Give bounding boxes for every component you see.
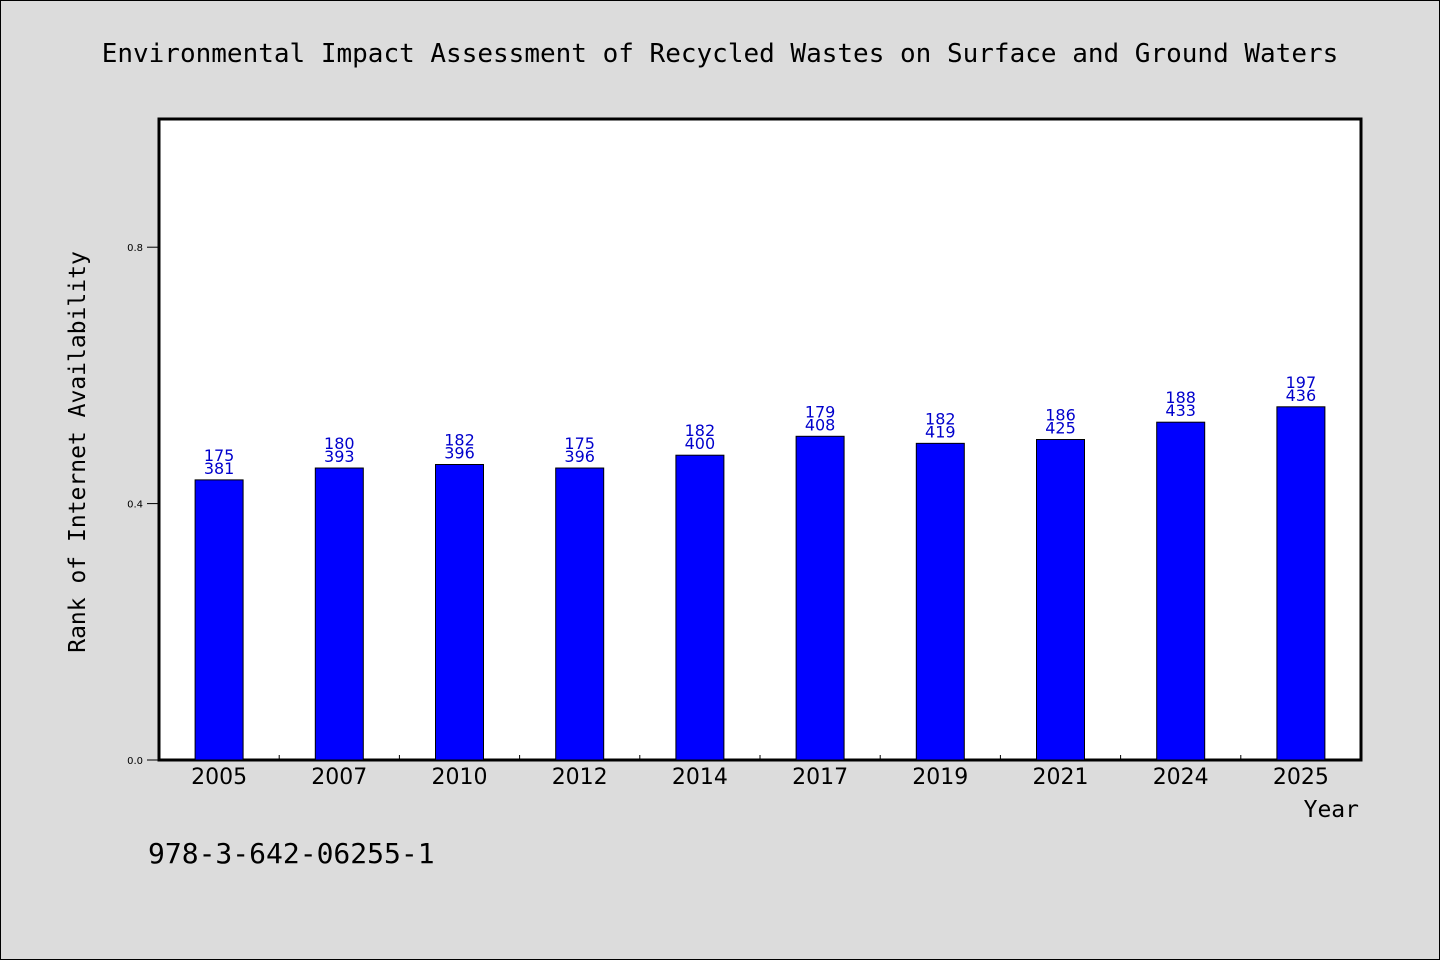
bar-label-bottom: 393 [324, 447, 355, 466]
x-tick-label: 2019 [912, 765, 968, 790]
bar-2012 [555, 467, 605, 761]
bars-group [194, 406, 1326, 761]
chart-title: Environmental Impact Assessment of Recyc… [102, 39, 1339, 69]
x-tick-label: 2017 [792, 765, 848, 790]
bar-label-top: 188 [1165, 388, 1196, 407]
bar-2005 [194, 479, 244, 761]
bar-2014 [675, 454, 725, 761]
bar-label-top: 197 [1286, 373, 1317, 392]
bar-label-bottom: 396 [444, 443, 475, 462]
bar-label-top: 175 [204, 446, 235, 465]
y-tick-label: 0.8 [127, 243, 143, 254]
x-tick-label: 2012 [552, 765, 608, 790]
y-tick-label: 0.0 [127, 756, 143, 767]
bar-label-top: 175 [564, 434, 595, 453]
bar-2025 [1276, 406, 1326, 761]
x-axis: 2005 2007 2010 2012 2014 2017 2019 2021 2024 2025 [191, 755, 1329, 790]
x-tick-label: 2007 [311, 765, 367, 790]
x-tick-label: 2005 [191, 765, 247, 790]
bar-2010 [435, 463, 484, 761]
x-tick-label: 2021 [1033, 765, 1089, 790]
bar-2019 [915, 442, 965, 761]
bar-label-top: 182 [925, 409, 956, 428]
y-tick-label: 0.4 [127, 500, 143, 511]
y-axis: 0.0 0.4 0.8 [127, 243, 159, 767]
bar-label-bottom: 400 [685, 434, 716, 453]
bar-label-bottom: 381 [204, 459, 235, 478]
bar-label-bottom: 425 [1045, 419, 1076, 438]
bar-2007 [314, 467, 364, 761]
x-tick-label: 2010 [432, 765, 488, 790]
bar-label-bottom: 433 [1165, 401, 1196, 420]
x-tick-label: 2014 [672, 765, 728, 790]
x-tick-label: 2025 [1273, 765, 1329, 790]
bar-2021 [1036, 439, 1085, 761]
bar-label-bottom: 419 [925, 422, 956, 441]
isbn-caption: 978-3-642-06255-1 [148, 837, 435, 870]
bar-label-top: 182 [444, 430, 475, 449]
x-axis-title: Year [1304, 797, 1359, 823]
bar-2024 [1156, 421, 1206, 761]
bar-label-top: 182 [685, 421, 716, 440]
bar-2017 [795, 435, 845, 761]
x-tick-label: 2024 [1153, 765, 1209, 790]
bar-label-bottom: 436 [1286, 386, 1317, 405]
bar-label-bottom: 396 [564, 447, 595, 466]
bar-label-top: 180 [324, 434, 355, 453]
y-axis-title: Rank of Internet Availability [65, 251, 91, 653]
bar-label-top: 179 [805, 402, 836, 421]
bar-label-top: 186 [1045, 406, 1076, 425]
bar-label-bottom: 408 [805, 415, 836, 434]
